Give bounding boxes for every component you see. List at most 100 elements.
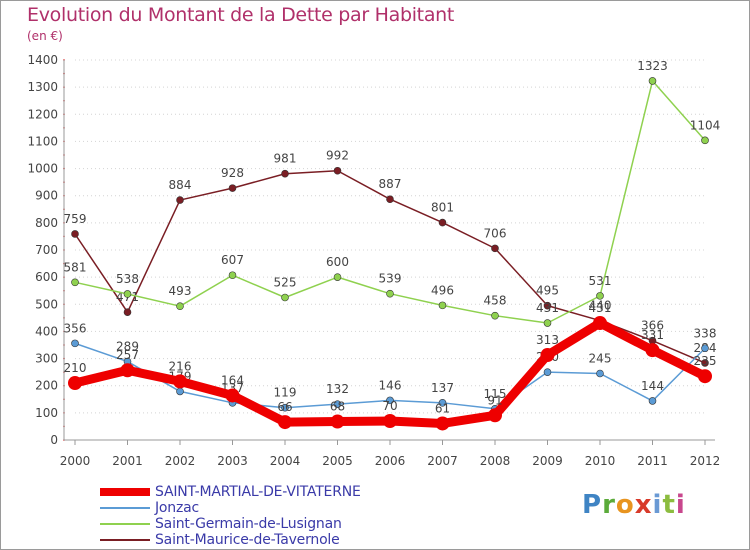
data-point bbox=[491, 311, 499, 320]
x-tick-label: 2002 bbox=[165, 454, 196, 468]
legend-label: SAINT-MARTIAL-DE-VITATERNE bbox=[155, 484, 361, 500]
legend-label: Saint-Germain-de-Lusignan bbox=[155, 516, 342, 532]
data-label: 981 bbox=[274, 152, 297, 166]
data-point bbox=[596, 292, 604, 300]
data-label: 458 bbox=[484, 294, 507, 308]
data-label: 496 bbox=[431, 283, 454, 297]
data-point bbox=[228, 271, 237, 280]
data-label: 539 bbox=[379, 272, 402, 286]
y-tick-label: 700 bbox=[35, 243, 58, 257]
x-tick-label: 2012 bbox=[690, 454, 721, 468]
y-tick-label: 500 bbox=[35, 297, 58, 311]
data-point bbox=[648, 397, 657, 405]
x-tick-label: 2005 bbox=[322, 454, 353, 468]
data-point bbox=[71, 230, 79, 238]
data-label: 1104 bbox=[690, 118, 721, 132]
data-point bbox=[278, 415, 292, 430]
data-label: 581 bbox=[64, 260, 87, 274]
y-tick-label: 1000 bbox=[27, 162, 58, 176]
data-point bbox=[698, 369, 712, 384]
data-point bbox=[383, 414, 397, 428]
x-tick-label: 2001 bbox=[112, 454, 143, 468]
x-tick-label: 2009 bbox=[532, 454, 563, 468]
legend-swatch bbox=[100, 523, 150, 525]
legend-label: Jonzac bbox=[155, 500, 199, 516]
y-tick-label: 100 bbox=[35, 406, 58, 420]
data-label: 132 bbox=[326, 382, 349, 396]
x-tick-label: 2008 bbox=[480, 454, 511, 468]
data-label: 216 bbox=[169, 359, 192, 373]
data-label: 146 bbox=[379, 378, 402, 392]
data-label: 706 bbox=[484, 226, 507, 240]
data-label: 801 bbox=[431, 201, 454, 215]
data-label: 493 bbox=[169, 284, 192, 298]
data-point bbox=[176, 196, 184, 204]
data-point bbox=[645, 343, 660, 358]
data-label: 884 bbox=[169, 178, 192, 192]
data-label: 70 bbox=[382, 399, 397, 413]
y-tick-label: 0 bbox=[50, 433, 58, 447]
data-point bbox=[333, 166, 342, 175]
data-label: 338 bbox=[694, 326, 717, 340]
data-point bbox=[123, 308, 132, 316]
data-point bbox=[701, 136, 709, 145]
x-tick-label: 2006 bbox=[375, 454, 406, 468]
data-point bbox=[543, 301, 552, 310]
data-point bbox=[543, 368, 552, 376]
data-label: 119 bbox=[274, 386, 297, 400]
data-label: 289 bbox=[116, 340, 139, 354]
data-point bbox=[123, 290, 132, 298]
data-label: 91 bbox=[487, 393, 502, 407]
x-tick-label: 2011 bbox=[637, 454, 668, 468]
x-tick-label: 2010 bbox=[585, 454, 616, 468]
data-label: 61 bbox=[435, 401, 450, 415]
data-label: 115 bbox=[484, 387, 507, 401]
data-label: 144 bbox=[641, 379, 664, 393]
data-point bbox=[173, 374, 187, 389]
data-point bbox=[540, 348, 555, 363]
data-label: 440 bbox=[589, 299, 612, 313]
data-label: 759 bbox=[64, 212, 87, 226]
data-point bbox=[488, 408, 502, 423]
data-point bbox=[71, 278, 79, 287]
y-tick-label: 800 bbox=[35, 216, 58, 230]
data-point bbox=[543, 319, 552, 327]
data-label: 531 bbox=[589, 274, 612, 288]
legend-swatch bbox=[100, 488, 150, 496]
data-label: 164 bbox=[221, 373, 244, 387]
data-point bbox=[593, 316, 607, 331]
data-label: 495 bbox=[536, 284, 559, 298]
data-point bbox=[71, 339, 79, 348]
data-label: 313 bbox=[536, 333, 559, 347]
data-label: 928 bbox=[221, 166, 244, 180]
data-label: 210 bbox=[64, 361, 87, 375]
y-tick-label: 400 bbox=[35, 324, 58, 338]
data-point bbox=[386, 396, 394, 405]
data-point bbox=[386, 195, 394, 204]
data-label: 992 bbox=[326, 149, 349, 163]
y-tick-label: 1200 bbox=[27, 107, 58, 121]
data-label: 887 bbox=[379, 177, 402, 191]
data-label: 257 bbox=[116, 348, 139, 362]
data-point bbox=[701, 344, 709, 353]
data-label: 137 bbox=[431, 381, 454, 395]
data-label: 68 bbox=[330, 400, 345, 414]
data-point bbox=[491, 244, 499, 253]
data-label: 538 bbox=[116, 272, 139, 286]
x-tick-label: 2004 bbox=[270, 454, 301, 468]
y-tick-label: 200 bbox=[35, 379, 58, 393]
data-point bbox=[176, 302, 184, 310]
proxiti-logo: Proxiti bbox=[582, 490, 686, 520]
data-point bbox=[281, 293, 289, 302]
y-tick-label: 600 bbox=[35, 270, 58, 284]
x-tick-label: 2003 bbox=[217, 454, 248, 468]
data-point bbox=[596, 369, 604, 378]
data-label: 245 bbox=[589, 352, 612, 366]
data-point bbox=[333, 273, 342, 281]
data-label: 1323 bbox=[637, 59, 668, 73]
data-label: 607 bbox=[221, 253, 244, 267]
y-tick-label: 1100 bbox=[27, 134, 58, 148]
data-label: 600 bbox=[326, 255, 349, 269]
